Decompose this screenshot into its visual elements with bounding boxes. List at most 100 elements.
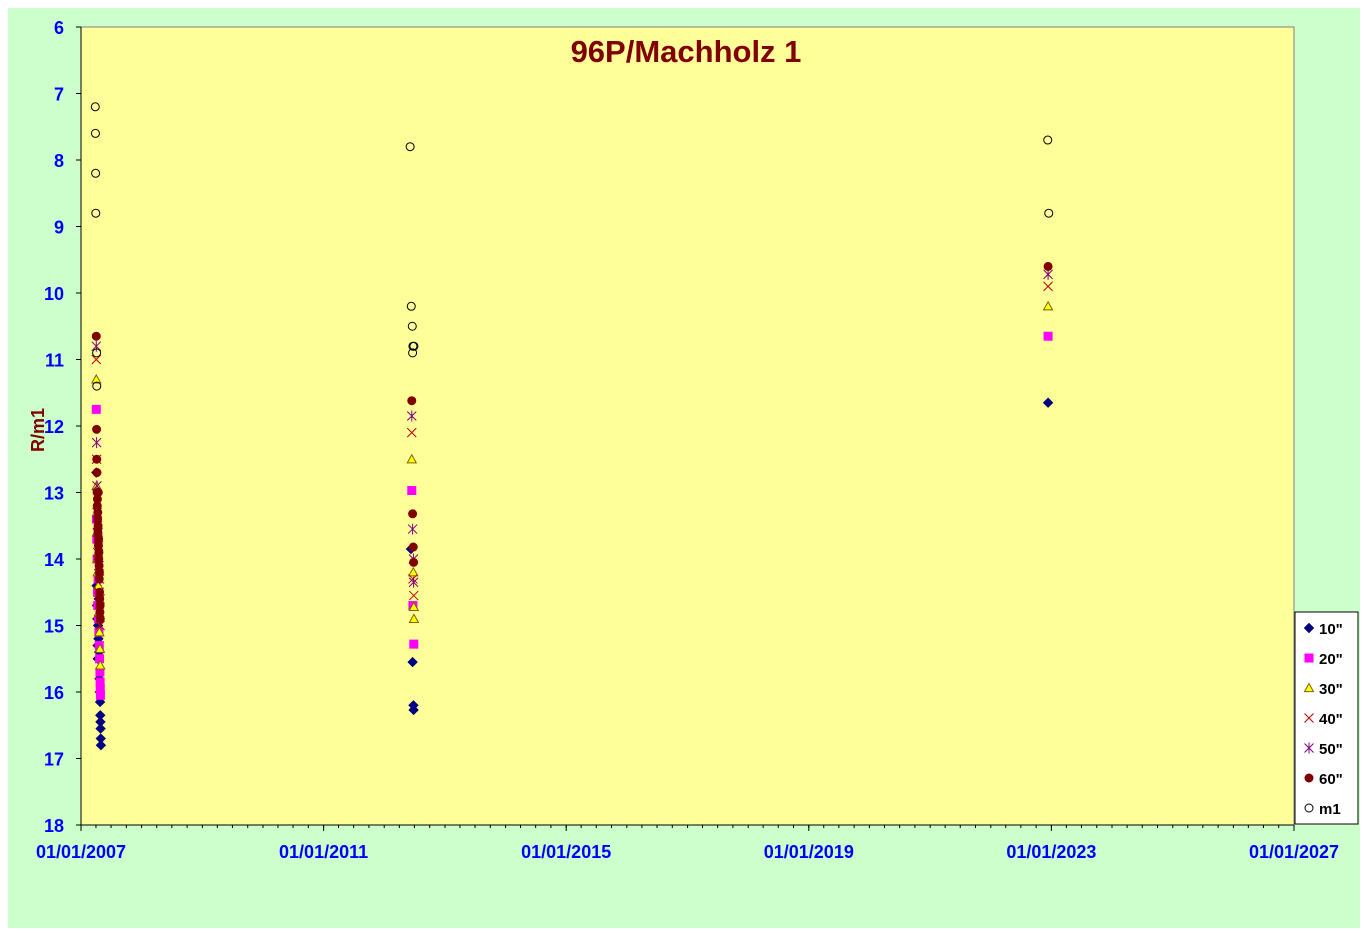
x-tick-label: 01/01/2011 xyxy=(279,842,368,862)
y-tick-label: 14 xyxy=(44,550,64,570)
point-40 xyxy=(95,620,105,631)
y-tick-label: 18 xyxy=(44,816,64,836)
chart-area: 6 7 8 9 10 11 12 13 14 15 16 17 18 01/01/2007 01/01/2… xyxy=(8,8,1360,928)
chart-title: 96P/Machholz 1 xyxy=(571,34,802,69)
legend-label: 20" xyxy=(1319,651,1343,668)
point-30 xyxy=(94,659,106,670)
point-30 xyxy=(406,453,418,464)
point-60 xyxy=(1304,773,1314,783)
y-tick-label: 12 xyxy=(44,417,64,437)
point-60 xyxy=(93,521,103,531)
point-40 xyxy=(408,590,419,601)
point-m1 xyxy=(1044,208,1054,218)
legend-item: 20" xyxy=(1304,651,1343,668)
y-tick-label: 6 xyxy=(54,18,64,38)
y-tick-label: 11 xyxy=(45,351,64,371)
point-m1 xyxy=(92,381,102,391)
point-50 xyxy=(1304,742,1314,754)
point-50 xyxy=(408,576,419,588)
point-m1 xyxy=(1304,803,1314,813)
y-tick-label: 10 xyxy=(44,284,64,304)
point-20 xyxy=(1304,653,1314,663)
legend-box xyxy=(1294,611,1359,825)
point-m1 xyxy=(90,128,100,138)
point-30 xyxy=(408,601,420,611)
point-60 xyxy=(409,557,419,567)
point-20 xyxy=(1043,331,1053,341)
point-60 xyxy=(92,424,102,434)
point-m1 xyxy=(407,321,417,331)
y-tick-label: 13 xyxy=(44,484,64,504)
y-tick-label: 15 xyxy=(44,617,64,637)
x-tick-label: 01/01/2023 xyxy=(1006,842,1096,862)
point-30 xyxy=(90,373,102,384)
legend-item: 50" xyxy=(1304,741,1343,758)
x-minor-ticks xyxy=(80,825,1295,828)
point-30 xyxy=(94,626,105,637)
point-60 xyxy=(407,396,417,406)
legend-item: 30" xyxy=(1303,681,1343,698)
point-50 xyxy=(91,437,102,449)
legend-label: 30" xyxy=(1319,681,1343,698)
point-30 xyxy=(408,613,420,623)
point-m1 xyxy=(406,301,416,311)
legend-label: 10" xyxy=(1319,621,1343,638)
legend-item: 40" xyxy=(1304,711,1343,728)
point-20 xyxy=(95,690,105,700)
point-10 xyxy=(1042,397,1054,408)
data-points xyxy=(90,102,1054,751)
point-20 xyxy=(407,486,417,496)
x-ticks: 01/01/2007 01/01/2011 01/01/2015 01/01/2019… xyxy=(36,825,1339,862)
point-m1 xyxy=(409,341,419,351)
point-40 xyxy=(91,354,102,365)
point-10 xyxy=(1303,622,1315,634)
x-tick-label: 01/01/2015 xyxy=(521,842,611,862)
point-60 xyxy=(93,488,103,497)
point-40 xyxy=(1304,713,1314,723)
y-tick-label: 16 xyxy=(44,683,64,703)
point-60 xyxy=(94,534,104,544)
point-40 xyxy=(1043,281,1053,292)
point-30 xyxy=(407,566,419,577)
point-60 xyxy=(92,454,102,464)
point-30 xyxy=(1303,682,1315,693)
point-50 xyxy=(91,340,102,352)
x-tick-label: 01/01/2007 xyxy=(36,842,126,862)
point-m1 xyxy=(1043,135,1053,145)
point-60 xyxy=(93,507,103,517)
x-tick-label: 01/01/2019 xyxy=(764,842,854,862)
point-20 xyxy=(409,639,419,649)
y-ticks: 6 7 8 9 10 11 12 13 14 15 16 17 18 xyxy=(44,18,81,836)
point-60 xyxy=(94,547,104,557)
point-60 xyxy=(95,601,105,611)
y-tick-label: 9 xyxy=(54,218,64,238)
point-60 xyxy=(94,567,104,577)
point-40 xyxy=(408,574,418,584)
point-60 xyxy=(408,542,418,552)
legend-label: 50" xyxy=(1319,741,1343,758)
legend-item: m1 xyxy=(1304,801,1341,818)
legend-label: 40" xyxy=(1319,711,1343,728)
y-tick-label: 17 xyxy=(44,750,64,770)
point-m1 xyxy=(92,348,102,358)
legend-item: 10" xyxy=(1303,621,1343,638)
x-tick-label: 01/01/2027 xyxy=(1249,842,1339,862)
point-60 xyxy=(1043,261,1053,271)
series-60 xyxy=(91,261,1053,624)
point-20 xyxy=(91,404,101,414)
point-30 xyxy=(1042,300,1054,311)
point-m1 xyxy=(91,168,101,178)
point-10 xyxy=(95,723,106,734)
point-60 xyxy=(92,468,102,478)
point-10 xyxy=(408,704,419,716)
point-10 xyxy=(407,656,418,668)
point-60 xyxy=(408,509,418,519)
y-tick-label: 7 xyxy=(54,85,64,105)
point-50 xyxy=(407,523,418,535)
series-m1 xyxy=(90,102,1054,391)
point-m1 xyxy=(91,208,101,218)
y-axis-label: R/m1 xyxy=(28,408,48,452)
point-m1 xyxy=(405,142,415,152)
point-10 xyxy=(95,739,107,751)
